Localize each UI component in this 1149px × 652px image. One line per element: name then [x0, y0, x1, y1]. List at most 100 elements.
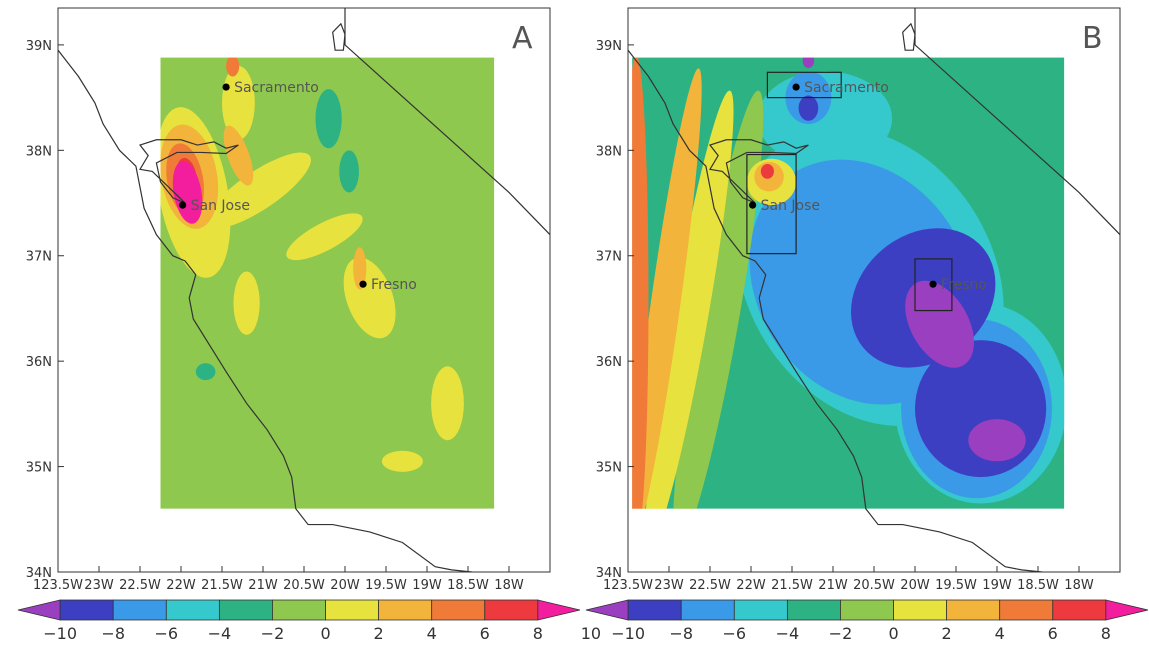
lon-tick-label: 20.5W	[853, 578, 895, 593]
city-marker	[223, 83, 230, 90]
anomaly-patch	[339, 150, 359, 192]
lon-tick-label: 18.5W	[447, 578, 489, 593]
anomaly-patch	[799, 95, 819, 120]
lon-tick-label: 22.5W	[689, 578, 731, 593]
colorbar-tick-label: −4	[776, 624, 800, 643]
lat-tick-label: 37N	[596, 250, 622, 265]
lat-tick-label: 35N	[596, 461, 622, 476]
colorbar-tick-label: 0	[320, 624, 330, 643]
lon-tick-label: 123.5W	[603, 578, 653, 593]
colorbar-tick-label: −2	[261, 624, 285, 643]
anomaly-patch	[761, 164, 774, 179]
colorbar-tick-label: −8	[101, 624, 125, 643]
lat-tick-label: 39N	[26, 39, 52, 54]
colorbar-segment	[681, 600, 734, 620]
colorbar-segment	[272, 600, 325, 620]
city-marker	[179, 202, 186, 209]
colorbar-tick-label: 4	[427, 624, 437, 643]
colorbar-tick-label: 8	[1101, 624, 1111, 643]
lat-tick-label: 35N	[26, 461, 52, 476]
domain-mask	[58, 8, 161, 572]
colorbar-segment	[734, 600, 787, 620]
lat-tick-label: 36N	[26, 355, 52, 370]
domain-mask	[628, 509, 1120, 572]
domain-mask	[628, 8, 1120, 58]
lat-tick-label: 38N	[26, 144, 52, 159]
colorbar-arrow-high	[1106, 600, 1148, 620]
colorbar-tick-label: 2	[374, 624, 384, 643]
lon-tick-label: 18W	[494, 578, 524, 593]
anomaly-patch	[431, 366, 464, 440]
city-label: Fresno	[371, 277, 417, 293]
panel-label: A	[512, 21, 533, 56]
lon-tick-label: 23W	[654, 578, 684, 593]
lon-tick-label: 20W	[330, 578, 360, 593]
colorbar-segment	[60, 600, 113, 620]
city-marker	[929, 281, 936, 288]
city-label: San Jose	[761, 198, 820, 214]
colorbar-tick-label: −8	[669, 624, 693, 643]
lon-tick-label: 20W	[900, 578, 930, 593]
lon-tick-label: 21W	[248, 578, 278, 593]
lat-tick-label: 36N	[596, 355, 622, 370]
colorbar-tick-label: 6	[1048, 624, 1058, 643]
city-label: Sacramento	[804, 80, 889, 96]
lon-tick-label: 18.5W	[1017, 578, 1059, 593]
panel-label: B	[1082, 21, 1103, 56]
lon-tick-label: 22W	[166, 578, 196, 593]
colorbar-segment	[894, 600, 947, 620]
lon-tick-label: 123.5W	[33, 578, 83, 593]
colorbar-tick-label: 10	[581, 624, 601, 643]
city-marker	[749, 202, 756, 209]
anomaly-patch	[315, 89, 341, 148]
lon-tick-label: 19.5W	[365, 578, 407, 593]
colorbar-tick-label: 2	[942, 624, 952, 643]
colorbar-tick-label: −10	[43, 624, 77, 643]
colorbar-arrow-high	[538, 600, 580, 620]
colorbar-segment	[485, 600, 538, 620]
lat-tick-label: 37N	[26, 250, 52, 265]
colorbar-segment	[326, 600, 379, 620]
lon-tick-label: 19.5W	[935, 578, 977, 593]
colorbar-tick-label: −10	[611, 624, 645, 643]
colorbar-segment	[166, 600, 219, 620]
lat-tick-label: 38N	[596, 144, 622, 159]
city-label: San Jose	[191, 198, 250, 214]
colorbar-segment	[1000, 600, 1053, 620]
domain-mask	[1064, 8, 1120, 572]
colorbar-tick-label: 0	[888, 624, 898, 643]
lon-tick-label: 21W	[818, 578, 848, 593]
colorbar-segment	[628, 600, 681, 620]
domain-mask	[628, 8, 632, 572]
colorbar-arrow-low	[18, 600, 60, 620]
lon-tick-label: 22W	[736, 578, 766, 593]
lon-tick-label: 22.5W	[119, 578, 161, 593]
city-marker	[793, 83, 800, 90]
colorbar-segment	[1053, 600, 1106, 620]
anomaly-patch	[196, 363, 216, 380]
lon-tick-label: 18W	[1064, 578, 1094, 593]
lon-tick-label: 23W	[84, 578, 114, 593]
colorbar-tick-label: −4	[208, 624, 232, 643]
anomaly-patch	[382, 451, 423, 472]
colorbar-tick-label: 8	[533, 624, 543, 643]
colorbar-tick-label: 4	[995, 624, 1005, 643]
domain-mask	[494, 8, 550, 572]
lat-tick-label: 39N	[596, 39, 622, 54]
anomaly-patch	[233, 272, 259, 335]
lon-tick-label: 19W	[412, 578, 442, 593]
anomaly-patch	[226, 55, 239, 76]
colorbar-segment	[432, 600, 485, 620]
city-label: Sacramento	[234, 80, 319, 96]
colorbar-segment	[113, 600, 166, 620]
colorbar-segment	[787, 600, 840, 620]
colorbar-segment	[379, 600, 432, 620]
city-label: Fresno	[941, 277, 987, 293]
lon-tick-label: 19W	[982, 578, 1012, 593]
anomaly-patch	[968, 419, 1025, 461]
